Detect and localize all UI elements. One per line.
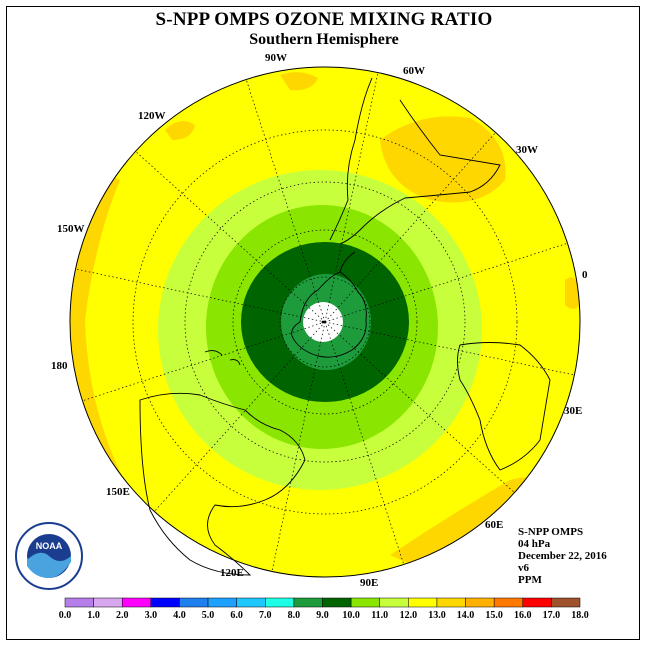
band-13-14-atlantic bbox=[380, 116, 506, 203]
colorbar-swatch bbox=[293, 597, 323, 608]
colorbar-tick-label: 6.0 bbox=[230, 610, 243, 621]
info-version: v6 bbox=[518, 562, 529, 574]
meridian-line bbox=[75, 268, 326, 323]
colorbar-swatch bbox=[493, 597, 524, 608]
colorbar-swatch bbox=[522, 597, 552, 608]
colorbar-swatch bbox=[465, 597, 495, 608]
antarctica-coast bbox=[291, 271, 367, 358]
colorbar-swatch bbox=[551, 597, 581, 608]
colorbar-tick-label: 18.0 bbox=[571, 610, 589, 621]
colorbar-tick-label: 0.0 bbox=[59, 610, 72, 621]
lon-label-120e: 120E bbox=[220, 567, 244, 579]
lon-label-60w: 60W bbox=[403, 65, 425, 77]
colorbar-swatch bbox=[93, 597, 123, 608]
colorbar-tick-label: 4.0 bbox=[173, 610, 186, 621]
lon-label-180: 180 bbox=[51, 360, 68, 372]
map-boundary bbox=[69, 66, 581, 578]
info-instrument: S-NPP OMPS bbox=[518, 526, 584, 538]
logo-text: NOAA bbox=[36, 541, 63, 551]
colorbar-swatch bbox=[236, 597, 266, 608]
info-level: 04 hPa bbox=[518, 538, 551, 550]
lon-label-150e: 150E bbox=[106, 486, 130, 498]
lon-label-60e: 60E bbox=[485, 519, 503, 531]
band-13-14-north bbox=[280, 72, 318, 91]
new-zealand-coast bbox=[204, 350, 241, 366]
colorbar-tick-label: 9.0 bbox=[316, 610, 329, 621]
antarctic-peninsula bbox=[339, 251, 356, 273]
colorbar-tick-label: 7.0 bbox=[259, 610, 272, 621]
south-america-coast bbox=[329, 77, 501, 245]
colorbar-tick-label: 5.0 bbox=[202, 610, 215, 621]
colorbar-swatch bbox=[322, 597, 352, 608]
noaa-logo: NOAA bbox=[15, 522, 83, 590]
meridian-line bbox=[154, 321, 326, 512]
meridian-line bbox=[82, 321, 326, 402]
colorbar-swatch bbox=[408, 597, 438, 608]
colorbar-tick-label: 12.0 bbox=[400, 610, 418, 621]
colorbar-tick-label: 10.0 bbox=[342, 610, 360, 621]
band-13-14-pacific bbox=[165, 121, 195, 140]
meridian-line bbox=[135, 151, 326, 323]
meridian-line bbox=[324, 321, 405, 565]
info-date: December 22, 2016 bbox=[518, 550, 607, 562]
colorbar-swatches bbox=[64, 597, 581, 608]
colorbar-swatch bbox=[121, 597, 152, 608]
meridian-line bbox=[324, 132, 496, 323]
colorbar-swatch bbox=[379, 597, 409, 608]
meridian-line bbox=[271, 321, 326, 572]
colorbar-tick-label: 13.0 bbox=[428, 610, 446, 621]
figure-frame bbox=[6, 6, 640, 640]
lon-label-90e: 90E bbox=[360, 577, 378, 589]
colorbar-tick-label: 16.0 bbox=[514, 610, 532, 621]
band-13-14-west bbox=[70, 160, 135, 560]
colorbar-ticks: 0.0 1.0 2.0 3.0 4.0 5.0 6.0 7.0 8.0 9.0 10.0 11.0 12… bbox=[59, 610, 589, 621]
lon-label-0: 0 bbox=[582, 269, 588, 281]
colorbar-tick-label: 17.0 bbox=[543, 610, 561, 621]
colorbar-tick-label: 15.0 bbox=[485, 610, 503, 621]
colorbar-tick-label: 3.0 bbox=[145, 610, 158, 621]
colorbar-swatch bbox=[179, 597, 209, 608]
meridian-line bbox=[324, 72, 379, 323]
colorbar-swatch bbox=[436, 597, 466, 608]
info-block: S-NPP OMPS 04 hPa December 22, 2016 v6 P… bbox=[518, 526, 607, 586]
meridian-line bbox=[324, 321, 515, 493]
australia-coast bbox=[139, 392, 306, 576]
logo-wave bbox=[27, 552, 71, 578]
ozone-field bbox=[70, 67, 580, 577]
africa-coast bbox=[457, 342, 551, 471]
colorbar-swatch bbox=[64, 597, 94, 608]
lon-label-30e: 30E bbox=[564, 405, 582, 417]
info-units: PPM bbox=[518, 574, 542, 586]
meridian-lines bbox=[75, 72, 575, 572]
colorbar-tick-label: 11.0 bbox=[371, 610, 388, 621]
colorbar-tick-label: 8.0 bbox=[288, 610, 301, 621]
meridian-line bbox=[324, 242, 568, 323]
lon-label-90w: 90W bbox=[265, 52, 287, 64]
meridian-line bbox=[324, 321, 575, 376]
lon-label-120w: 120W bbox=[138, 110, 166, 122]
colorbar-swatch bbox=[207, 597, 237, 608]
latitude-circles bbox=[132, 129, 518, 515]
colorbar-swatch bbox=[265, 597, 295, 608]
lon-label-150w: 150W bbox=[57, 223, 85, 235]
colorbar-tick-label: 1.0 bbox=[87, 610, 100, 621]
longitude-labels: 90W 60W 30W 0 30E 60E 90E 120E 150E 180 … bbox=[51, 52, 588, 589]
coastlines bbox=[139, 77, 551, 576]
meridian-line bbox=[245, 79, 326, 323]
colorbar-tick-label: 14.0 bbox=[457, 610, 475, 621]
map-title: S-NPP OMPS OZONE MIXING RATIO bbox=[155, 9, 493, 30]
map-subtitle: Southern Hemisphere bbox=[249, 31, 399, 48]
colorbar-swatch bbox=[350, 597, 380, 608]
colorbar-swatch bbox=[150, 597, 180, 608]
lon-label-30w: 30W bbox=[516, 144, 538, 156]
colorbar-tick-label: 2.0 bbox=[116, 610, 129, 621]
